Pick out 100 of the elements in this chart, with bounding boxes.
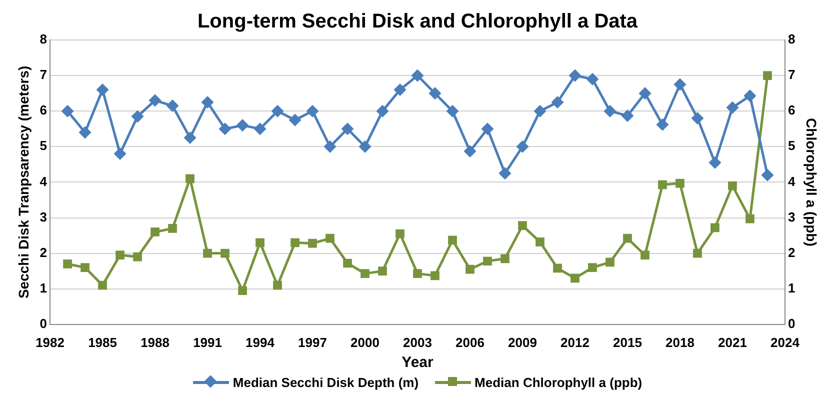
point (132, 110, 144, 122)
point (184, 132, 196, 144)
point (166, 100, 178, 112)
point (324, 140, 336, 152)
y-tick-label: 0 (40, 316, 48, 331)
y-tick-label: 4 (40, 174, 48, 189)
x-tick-label: 2021 (718, 334, 747, 350)
point (343, 258, 352, 268)
legend-label: Median Chlorophyll a (ppb) (474, 374, 642, 390)
point (219, 123, 231, 135)
x-tick-label: 2009 (508, 334, 537, 350)
point (203, 248, 212, 258)
point (709, 156, 721, 168)
point (236, 120, 248, 132)
point (500, 254, 510, 264)
x-tick-label: 1997 (298, 334, 327, 350)
point (446, 105, 458, 117)
point (150, 228, 160, 236)
point (534, 105, 546, 117)
point (518, 221, 527, 230)
x-tick-label: 1994 (246, 334, 276, 350)
x-tick-label: 2003 (403, 334, 432, 350)
point (133, 252, 142, 262)
point (744, 90, 756, 102)
point (290, 238, 300, 248)
point (640, 250, 650, 260)
y-tick-label: 6 (40, 102, 48, 118)
point (536, 237, 544, 246)
y2-tick-label: 6 (788, 102, 796, 118)
point (80, 263, 90, 272)
legend-label: Median Secchi Disk Depth (m) (232, 374, 419, 390)
point (483, 256, 492, 266)
point (306, 105, 318, 117)
y2-tick-label: 0 (788, 316, 796, 331)
point (378, 266, 387, 276)
point (238, 286, 247, 296)
x-tick-label: 1991 (193, 334, 222, 350)
point (116, 250, 124, 260)
point (464, 146, 476, 158)
x-tick-label: 2012 (560, 334, 590, 350)
point (552, 96, 564, 108)
point (98, 280, 107, 290)
point (186, 174, 194, 184)
x-axis-title: Year (402, 354, 434, 372)
x-tick-label: 2015 (613, 334, 642, 350)
point (342, 123, 354, 135)
point (693, 248, 702, 258)
point (746, 214, 754, 224)
point (256, 238, 264, 248)
point (413, 269, 422, 278)
point (149, 94, 161, 106)
x-tick-label: 2018 (666, 334, 694, 350)
point (273, 280, 282, 290)
point (63, 260, 72, 268)
point (726, 102, 738, 114)
y2-tick-label: 2 (788, 244, 796, 260)
point (359, 140, 371, 152)
point (516, 140, 528, 152)
point (96, 84, 108, 96)
point (220, 248, 230, 258)
point (62, 105, 74, 117)
point (763, 71, 772, 80)
point (289, 114, 301, 126)
point (710, 223, 720, 232)
point (202, 96, 214, 108)
point (728, 181, 737, 190)
y-tick-label: 5 (40, 138, 48, 154)
point (168, 224, 177, 233)
point (656, 118, 668, 130)
y2-axis-title: Chlorophyll a (ppb) (804, 118, 820, 246)
y-tick-label: 8 (40, 32, 48, 47)
point (674, 78, 686, 90)
point (604, 105, 616, 117)
point (639, 88, 651, 100)
point (499, 168, 511, 180)
point (376, 105, 388, 117)
y2-tick-label: 4 (788, 174, 796, 189)
y-tick-label: 7 (40, 67, 48, 82)
point (448, 236, 457, 245)
x-tick-label: 1985 (88, 334, 117, 350)
point (692, 112, 704, 124)
point (254, 123, 266, 135)
point (396, 229, 404, 238)
point (606, 258, 614, 267)
point (326, 234, 334, 243)
x-tick-label: 1988 (140, 334, 170, 350)
point (114, 148, 126, 160)
point (79, 126, 91, 138)
point (762, 169, 774, 181)
point (430, 271, 440, 280)
chart-title: Long-term Secchi Disk and Chlorophyll a Data (197, 10, 638, 33)
y2-tick-label: 8 (788, 32, 796, 47)
point (272, 105, 284, 117)
point (586, 73, 598, 85)
point (622, 110, 634, 122)
point (412, 70, 424, 82)
y2-tick-label: 3 (788, 209, 796, 224)
point (394, 84, 406, 96)
x-tick-label: 2006 (456, 334, 484, 350)
point (588, 263, 597, 272)
